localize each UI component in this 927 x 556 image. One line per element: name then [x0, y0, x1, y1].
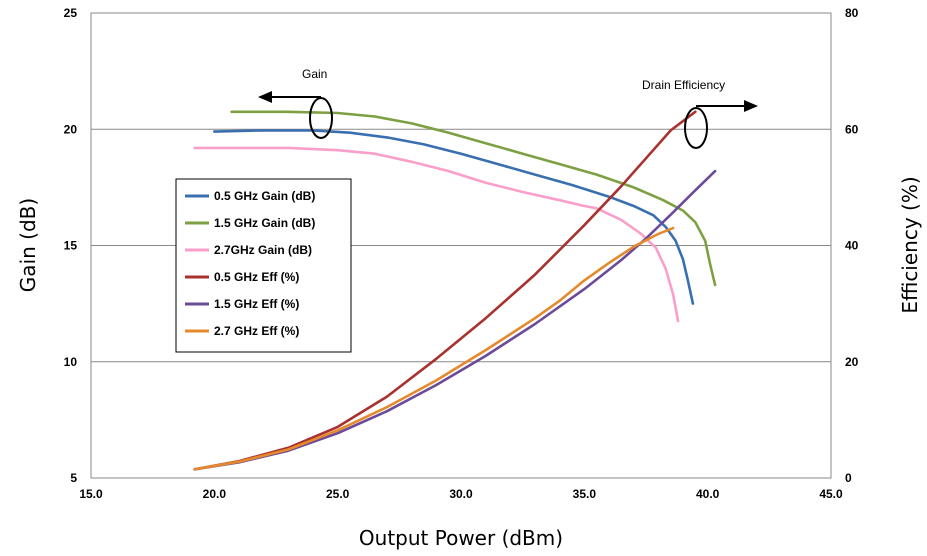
x-tick-labels: 15.0 20.0 25.0 30.0 35.0 40.0 45.0 — [79, 487, 843, 501]
efficiency-ellipse — [684, 107, 708, 149]
legend-label: 2.7 GHz Eff (%) — [214, 324, 299, 338]
legend-label: 1.5 GHz Eff (%) — [214, 297, 299, 311]
legend-label: 2.7GHz Gain (dB) — [214, 243, 312, 257]
efficiency-arrow-head — [744, 100, 758, 112]
y2-tick-label: 80 — [845, 6, 859, 20]
legend-label: 0.5 GHz Gain (dB) — [214, 189, 315, 203]
y-tick-label: 20 — [64, 122, 78, 136]
x-tick-label: 25.0 — [326, 487, 350, 501]
efficiency-annotation: Drain Efficiency — [642, 78, 758, 149]
series-line-6 — [193, 226, 675, 471]
x-tick-label: 40.0 — [696, 487, 720, 501]
series-line-5 — [193, 169, 717, 471]
y-tick-labels: 5 10 15 20 25 — [64, 6, 78, 485]
gain-annotation-label: Gain — [302, 67, 327, 81]
x-tick-label: 15.0 — [79, 487, 103, 501]
series-line-1 — [213, 129, 695, 305]
y-tick-label: 10 — [64, 355, 78, 369]
y2-tick-label: 60 — [845, 122, 859, 136]
y2-tick-label: 40 — [845, 239, 859, 253]
x-tick-label: 20.0 — [203, 487, 227, 501]
legend-box — [175, 178, 352, 353]
series-line-4 — [193, 110, 697, 471]
efficiency-annotation-label: Drain Efficiency — [642, 78, 725, 92]
y2-tick-label: 0 — [845, 471, 852, 485]
y2-tick-labels: 0 20 40 60 80 — [845, 6, 859, 485]
y-tick-label: 15 — [64, 239, 78, 253]
gain-arrow-head — [258, 91, 272, 103]
x-tick-label: 45.0 — [819, 487, 843, 501]
series-line-3 — [193, 146, 680, 323]
series-lines — [193, 110, 717, 471]
y-tick-label: 5 — [70, 471, 77, 485]
y-axis-title: Gain (dB) — [16, 198, 40, 292]
y-tick-label: 25 — [64, 6, 78, 20]
x-tick-label: 30.0 — [449, 487, 473, 501]
gain-annotation: Gain — [258, 67, 333, 139]
x-tick-label: 35.0 — [573, 487, 597, 501]
legend: 0.5 GHz Gain (dB) 1.5 GHz Gain (dB) 2.7GHz… — [175, 178, 352, 353]
y2-axis-title: Efficiency (%) — [898, 176, 922, 313]
x-axis-title: Output Power (dBm) — [359, 526, 563, 550]
legend-label: 0.5 GHz Eff (%) — [214, 270, 299, 284]
legend-label: 1.5 GHz Gain (dB) — [214, 216, 315, 230]
gain-ellipse — [309, 97, 333, 139]
series-line-2 — [230, 110, 717, 287]
y2-tick-label: 20 — [845, 355, 859, 369]
